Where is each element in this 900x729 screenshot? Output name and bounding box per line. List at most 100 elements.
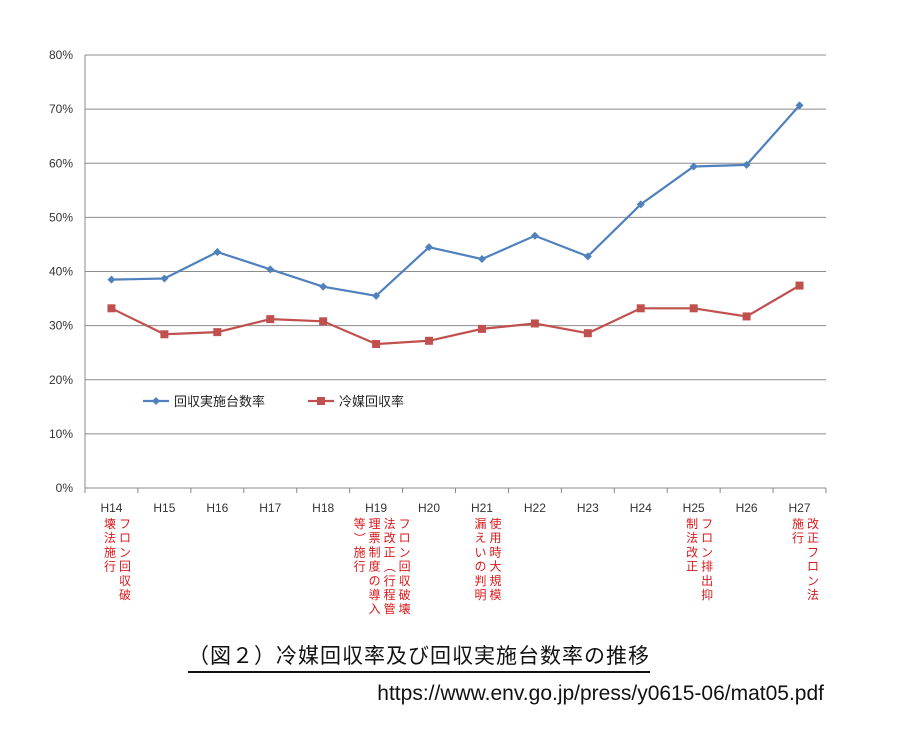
annotation-char: ） [353,532,367,544]
annotation-char: 程 [384,587,396,602]
x-tick-label: H15 [153,501,175,515]
x-tick-label: H20 [418,501,440,515]
y-tick-label: 30% [49,319,73,333]
data-point [795,281,804,290]
annotation-char: 正 [807,531,819,545]
annotation-char: 排 [701,560,713,574]
annotation-char: 行 [792,531,804,545]
data-point [425,243,434,252]
data-point [689,162,698,171]
annotation-char: 抑 [701,587,713,602]
annotation-char: 理 [369,517,381,531]
annotation-char: 破 [119,587,131,602]
annotation-char: 施 [104,545,116,559]
legend: 回収実施台数率 冷媒回収率 [143,394,404,410]
annotation-char: え [474,531,486,545]
x-tick-label: H22 [524,501,546,515]
x-tick-label: H24 [630,501,652,515]
annotation-char: 施 [354,545,366,559]
data-point [213,248,222,257]
annotation-char: 壊 [399,602,411,616]
annotation-char: 壊 [104,517,116,531]
annotation-char: 使 [489,516,501,531]
annotation-char: 回 [399,560,411,574]
annotation-char: フ [399,517,411,531]
annotation-char: 正 [686,560,698,574]
annotation-char: の [474,560,486,574]
y-tick-label: 50% [49,210,73,224]
data-point [583,329,592,338]
y-axis-ticks: 0% 10% 20% 30% 40% 50% 60% 70% 80% [49,48,73,495]
y-tick-label: 70% [49,102,73,116]
data-point [477,255,486,264]
annotation-char: （ [383,561,397,573]
source-url: https://www.env.go.jp/press/y0615-06/mat… [377,682,824,705]
data-point [742,160,751,169]
annotation-char: 改 [384,531,396,545]
annotation-char: 施 [792,517,804,531]
data-point [152,397,160,405]
annotation-char: 回 [119,560,131,574]
data-point [160,274,169,283]
x-tick-label: H27 [789,501,811,515]
data-point [530,231,539,240]
annotation-char: 正 [384,545,396,559]
annotation-char: 法 [686,531,698,545]
annotation-char: 管 [384,601,396,616]
annotation-char: 改 [807,517,819,531]
x-tick-label: H17 [259,501,281,515]
y-tick-label: 20% [49,373,73,387]
annotation-char: 出 [701,574,713,588]
line-chart: 0%10%20%30%40%50%60%70%80% H14 H15 H16 H17 H… [49,48,827,616]
annotation-char: ロ [701,531,713,545]
y-tick-label: 10% [49,427,73,441]
data-point [266,265,275,274]
annotation-char: 票 [369,531,381,545]
y-tick-label: 60% [49,156,73,170]
annotation-char: 制 [369,545,381,559]
y-tick-label: 80% [49,48,73,62]
y-tick-label: 0% [56,481,74,495]
data-point [425,336,434,345]
annotation-char: ン [119,545,131,559]
event-annotations: フロン回収破壊法施行フロン回収破壊法改正（行程管理票制度の導入等）施行使用時大規… [104,516,819,616]
annotation-char: 収 [119,574,131,588]
x-tick-label: H25 [683,501,705,515]
data-point [213,328,222,337]
legend-label: 冷媒回収率 [339,394,404,410]
annotation-char: 改 [686,545,698,559]
x-tick-label: H16 [206,501,228,515]
x-tick-label: H26 [736,501,758,515]
data-point [319,282,328,291]
gridlines [84,54,826,489]
annotation-char: ン [399,545,411,559]
data-point [107,304,116,313]
annotation-char: 破 [399,587,411,602]
data-point [530,319,539,328]
annotation-char: 明 [474,588,486,602]
legend-label: 回収実施台数率 [174,394,265,410]
annotation-char: ロ [119,531,131,545]
annotation-char: 法 [807,588,819,602]
data-point [372,291,381,300]
annotation-char: 用 [489,531,501,545]
data-point [160,330,169,339]
x-tick-label: H21 [471,501,493,515]
annotation-char: 度 [369,559,381,574]
x-axis-ticks: H14 H15 H16 H17 H18 H19 H20 H21 H22 H23 H24 H25 H26 H… [84,488,827,515]
annotation-char: フ [807,545,819,559]
annotation-char: ロ [807,560,819,574]
series-line [110,284,801,346]
data-point [266,315,275,324]
data-point [477,324,486,333]
annotation-char: 法 [384,517,396,531]
annotation-char: フ [701,517,713,531]
annotation-char: 導 [369,588,381,602]
annotation-char: ン [807,574,819,588]
annotation-char: の [369,574,381,588]
annotation-char: 法 [104,531,116,545]
